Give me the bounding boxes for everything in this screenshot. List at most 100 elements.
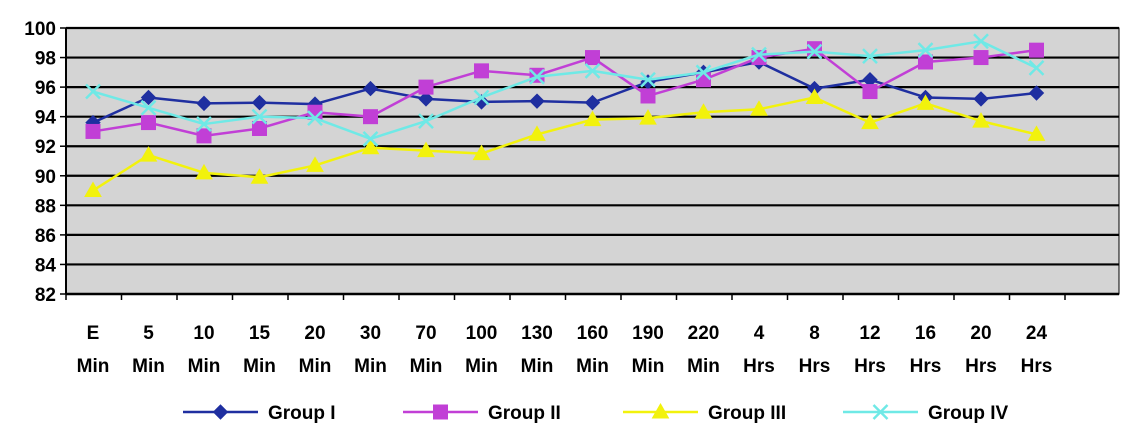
data-point-diamond <box>196 95 212 112</box>
x-marker-stroke <box>973 33 989 50</box>
data-point-square <box>973 50 989 66</box>
x-marker-stroke <box>584 62 601 79</box>
x-marker-stroke <box>307 110 323 127</box>
legend-label: Group II <box>488 403 561 424</box>
x-tick-label-unit: Min <box>243 356 276 377</box>
x-tick-label: E <box>87 323 100 344</box>
x-tick-label-unit: Min <box>410 356 443 377</box>
data-point-diamond <box>973 91 989 107</box>
data-point-triangle <box>250 168 269 184</box>
data-point-square <box>196 128 212 144</box>
data-point-x <box>751 46 767 63</box>
x-tick-label: 20 <box>970 323 991 344</box>
data-point-triangle <box>750 100 768 116</box>
data-point-square <box>696 72 711 88</box>
y-tick-label: 82 <box>35 285 56 306</box>
data-point-square <box>640 88 656 104</box>
data-point-square <box>418 79 434 95</box>
y-tick-label: 86 <box>35 226 56 247</box>
legend-entry: Group III <box>623 402 786 424</box>
y-tick-label: 88 <box>35 196 56 217</box>
x-marker-stroke <box>85 83 101 100</box>
legend-entry: Group IV <box>843 403 1009 424</box>
data-point-triangle <box>861 113 879 130</box>
x-marker-stroke <box>806 43 823 60</box>
data-point-square <box>751 50 767 66</box>
x-tick-label-unit: Hrs <box>910 356 942 377</box>
series-line <box>92 47 1037 138</box>
x-tick-label-unit: Min <box>77 356 110 377</box>
x-tick-label: 5 <box>143 323 154 344</box>
data-point-square <box>474 63 489 79</box>
y-tick-label: 94 <box>35 108 57 129</box>
data-point-diamond <box>418 91 434 107</box>
legend-marker <box>433 404 448 420</box>
x-marker-stroke <box>1028 60 1045 76</box>
data-point-x <box>196 116 212 132</box>
series-line <box>92 96 1037 192</box>
data-point-triangle <box>195 163 213 180</box>
data-point-x <box>695 64 712 81</box>
data-point-diamond <box>251 94 268 111</box>
data-point-square <box>807 41 822 57</box>
legend: Group I Group II Group III Group IV <box>183 402 1009 424</box>
data-point-triangle <box>84 181 102 198</box>
series-line <box>92 40 1038 141</box>
data-point-triangle <box>639 109 657 125</box>
x-tick-label: 4 <box>754 323 765 344</box>
legend-label: Group I <box>268 403 336 424</box>
series-line <box>92 60 1037 124</box>
data-point-triangle <box>472 144 491 161</box>
legend-marker <box>212 404 229 420</box>
y-tick-label: 90 <box>35 167 56 188</box>
data-point-x <box>806 43 823 60</box>
data-point-triangle <box>583 110 602 127</box>
data-point-triangle <box>972 112 990 128</box>
x-tick-label: 24 <box>1026 323 1048 344</box>
x-marker-stroke <box>872 404 889 420</box>
data-point-x <box>85 83 101 100</box>
data-point-triangle <box>417 141 435 158</box>
data-point-triangle <box>916 94 935 110</box>
x-tick-label-unit: Min <box>687 356 720 377</box>
data-point-triangle <box>139 146 158 162</box>
data-point-square <box>918 54 933 70</box>
data-point-x <box>862 48 878 64</box>
x-marker-stroke <box>418 113 434 129</box>
y-tick-label: 96 <box>35 78 56 99</box>
x-marker-stroke <box>529 68 545 85</box>
data-point-diamond <box>362 80 379 97</box>
x-tick-label-unit: Min <box>132 356 165 377</box>
data-point-triangle <box>1027 125 1046 141</box>
data-point-x <box>1028 60 1045 76</box>
data-point-x <box>584 62 601 79</box>
data-point-diamond <box>140 89 157 106</box>
data-point-x <box>307 110 323 127</box>
x-tick-label-unit: Hrs <box>854 356 886 377</box>
x-tick-label-unit: Hrs <box>799 356 831 377</box>
data-point-x <box>251 108 268 125</box>
x-tick-label: 8 <box>809 323 820 344</box>
data-point-diamond <box>584 94 601 111</box>
x-tick-label: 15 <box>249 323 271 344</box>
x-tick-label: 190 <box>632 323 664 344</box>
x-marker-stroke <box>140 99 157 116</box>
axes: 828486889092949698100EMin5Min10Min15Min2… <box>24 19 1119 377</box>
x-tick-label: 160 <box>577 323 609 344</box>
x-tick-label: 220 <box>688 323 720 344</box>
data-point-square <box>363 109 378 125</box>
x-marker-stroke <box>640 71 656 88</box>
x-tick-label-unit: Min <box>576 356 609 377</box>
x-tick-label-unit: Min <box>188 356 221 377</box>
data-point-triangle <box>694 103 713 119</box>
legend-label: Group IV <box>928 403 1009 424</box>
legend-marker <box>651 402 670 419</box>
x-tick-label: 10 <box>193 323 214 344</box>
data-point-triangle <box>306 156 324 172</box>
x-tick-label: 130 <box>521 323 553 344</box>
data-point-square <box>862 84 878 100</box>
series-group-iii <box>84 88 1046 198</box>
x-tick-label: 12 <box>859 323 880 344</box>
series-group-iv <box>85 33 1045 147</box>
x-tick-label-unit: Min <box>632 356 665 377</box>
